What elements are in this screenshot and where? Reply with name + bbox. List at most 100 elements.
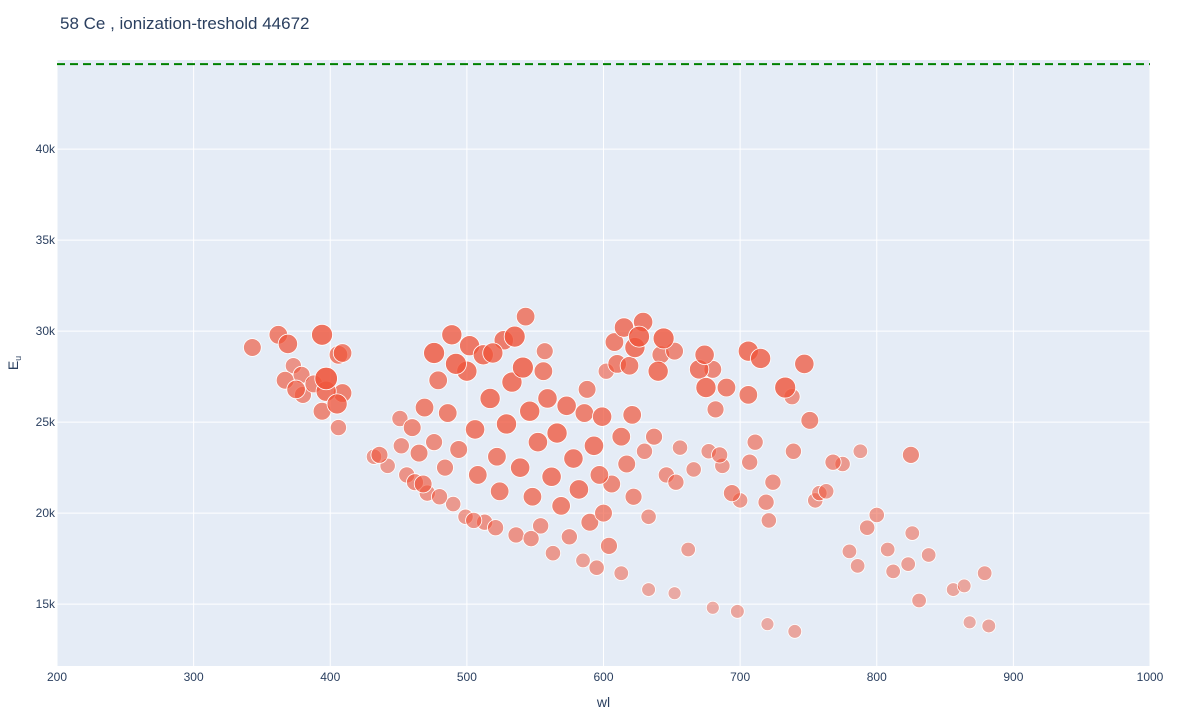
data-point (800, 411, 820, 430)
data-point (706, 400, 725, 419)
data-point (533, 361, 554, 381)
x-tick-label: 1000 (1137, 670, 1164, 684)
data-point (716, 377, 737, 398)
y-tick-label: 15k (36, 597, 56, 611)
data-point (535, 342, 554, 361)
data-point (645, 427, 663, 446)
data-point (532, 517, 550, 535)
data-point (507, 526, 525, 544)
data-point (694, 344, 715, 365)
data-point (741, 453, 759, 471)
data-point (635, 442, 653, 460)
data-point (723, 484, 741, 503)
data-point (503, 325, 526, 348)
data-point (409, 443, 429, 463)
x-tick-label: 200 (47, 670, 67, 684)
y-axis-title: Eu (5, 356, 23, 370)
data-point (738, 385, 759, 405)
data-point (479, 387, 501, 409)
y-axis-title-main: E (5, 361, 21, 370)
data-point (746, 433, 764, 451)
data-point (277, 333, 298, 354)
chart-title: 58 Ce , ionization-treshold 44672 (60, 14, 310, 33)
data-point (510, 457, 531, 478)
x-tick-label: 700 (730, 670, 750, 684)
x-tick-label: 400 (320, 670, 340, 684)
data-point (441, 324, 463, 346)
data-point (574, 403, 595, 423)
data-point (431, 488, 449, 506)
data-point (859, 519, 876, 536)
data-point (449, 440, 468, 459)
data-point (600, 536, 618, 555)
data-point (546, 422, 568, 444)
data-point (705, 600, 720, 615)
data-point (976, 565, 993, 581)
data-point (391, 410, 409, 428)
data-point (885, 563, 901, 580)
data-point (515, 306, 536, 327)
data-point (945, 582, 961, 597)
data-point (852, 443, 869, 459)
data-point (286, 379, 306, 400)
y-axis-title-subscript: u (13, 356, 23, 361)
data-point (750, 347, 772, 369)
data-point (465, 511, 483, 529)
x-tick-label: 900 (1003, 670, 1023, 684)
data-point (818, 483, 835, 500)
data-point (544, 545, 562, 562)
y-tick-label: 30k (36, 324, 56, 338)
data-point (695, 377, 717, 399)
data-point (487, 447, 507, 467)
x-axis-title: wl (596, 694, 610, 710)
data-point (425, 433, 443, 452)
data-point (956, 578, 972, 594)
data-point (551, 496, 571, 516)
data-point (730, 604, 745, 619)
data-point (824, 453, 842, 471)
data-point (760, 512, 777, 529)
data-point (920, 547, 937, 563)
data-point (849, 558, 866, 574)
points-layer (243, 306, 997, 639)
data-point (757, 493, 775, 511)
data-point (628, 325, 650, 348)
data-point (326, 393, 348, 415)
data-point (311, 323, 333, 346)
data-point (711, 446, 729, 464)
data-point (464, 419, 486, 440)
data-point (619, 356, 640, 376)
data-point (794, 353, 815, 375)
data-point (879, 541, 896, 558)
data-point (445, 495, 462, 513)
data-point (787, 624, 803, 639)
data-point (617, 454, 637, 474)
data-point (640, 508, 657, 525)
x-tick-label: 500 (457, 670, 477, 684)
y-tick-label: 20k (36, 506, 56, 520)
data-point (592, 406, 613, 427)
data-point (575, 552, 591, 569)
data-point (413, 474, 433, 494)
data-point (522, 530, 540, 548)
data-point (671, 439, 689, 456)
data-point (622, 405, 642, 425)
data-point (501, 371, 523, 393)
grid-layer (56, 60, 1151, 666)
x-tick-label: 600 (593, 670, 613, 684)
data-point (652, 327, 675, 350)
data-point (519, 400, 541, 422)
data-point (563, 448, 584, 469)
data-point (370, 446, 389, 464)
data-point (568, 479, 590, 500)
data-point (911, 592, 927, 609)
data-point (329, 419, 347, 437)
data-point (482, 342, 504, 364)
data-point (904, 525, 920, 541)
data-point (868, 506, 885, 524)
data-point (537, 388, 558, 409)
data-point (489, 481, 510, 501)
data-point (580, 512, 600, 532)
data-point (760, 617, 775, 632)
